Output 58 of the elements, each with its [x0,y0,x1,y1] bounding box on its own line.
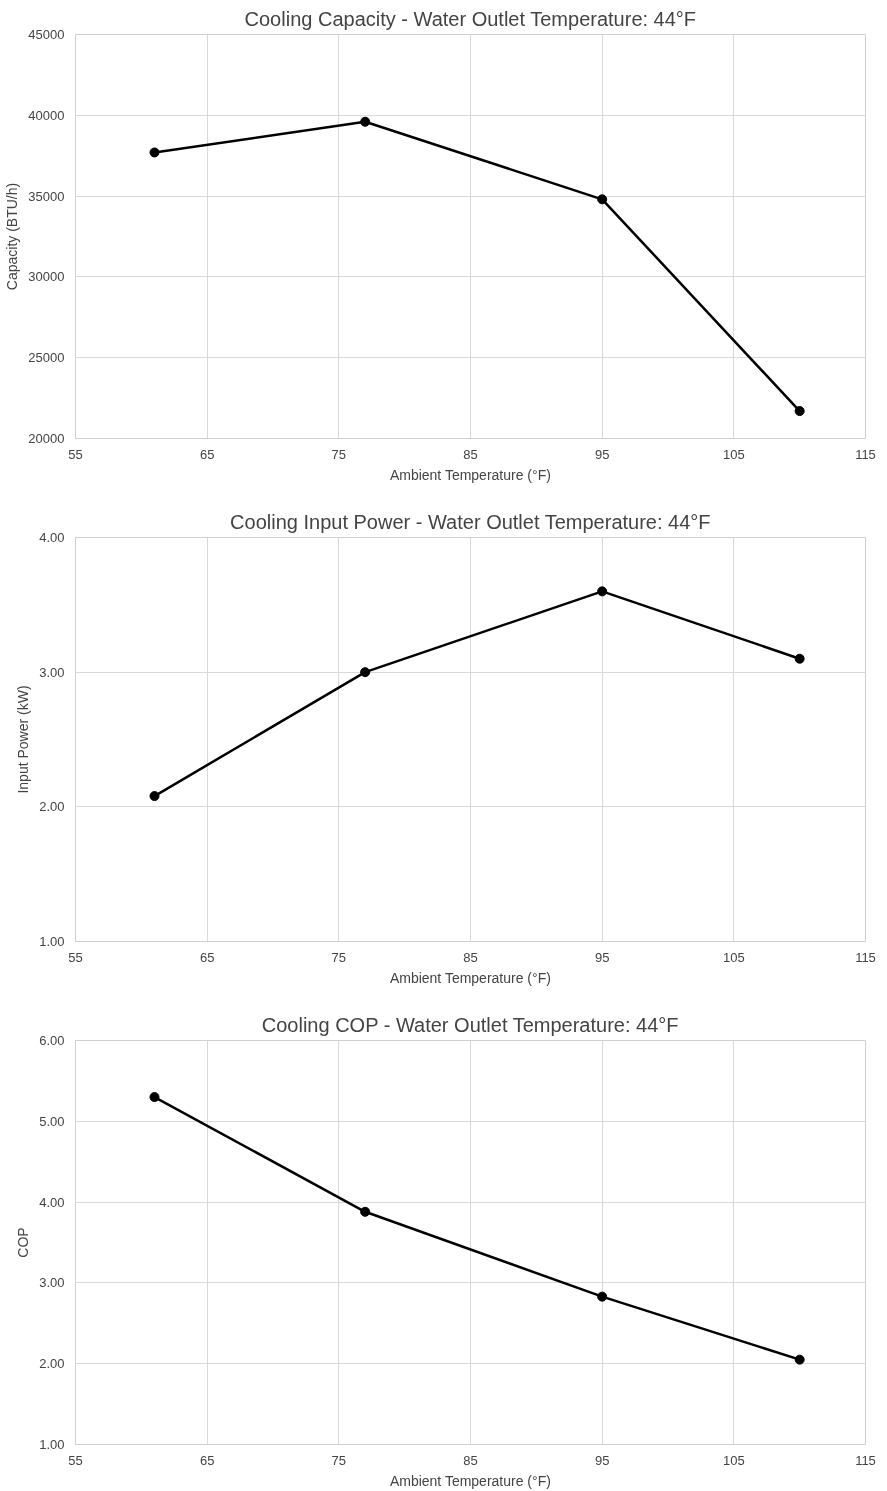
point [149,1092,160,1103]
x-tick-label: 85 [463,949,478,965]
x-axis-title: Ambient Temperature (°F) [389,466,551,483]
y-tick-label: 1.00 [39,934,65,949]
point [794,1354,805,1365]
x-tick-label: 105 [722,446,745,462]
x-tick-label: 105 [722,1452,745,1468]
y-tick-label: 4.00 [39,1194,65,1210]
y-tick-label: 1.00 [39,1437,65,1452]
x-tick-label: 75 [331,949,347,965]
y-tick-label: 25000 [28,350,65,366]
x-tick-label: 75 [331,1452,347,1468]
chart-title: Cooling COP - Water Outlet Temperature: 44°F [261,1013,679,1036]
x-tick-label: 55 [68,1452,83,1468]
point [149,791,160,802]
x-tick-label: 85 [463,1452,478,1468]
y-tick-label: 35000 [28,188,65,204]
point [360,116,371,127]
point [794,653,805,664]
y-tick-label: 30000 [28,269,65,285]
point [794,406,805,417]
point [360,667,371,678]
y-axis-title: COP [15,1227,32,1258]
x-tick-label: 65 [199,1452,215,1468]
y-tick-label: 45000 [28,27,65,42]
y-tick-label: 3.00 [39,664,65,680]
y-tick-label: 5.00 [39,1113,65,1129]
point [149,147,160,158]
y-tick-label: 6.00 [39,1033,65,1048]
x-tick-label: 65 [199,446,215,462]
x-tick-label: 55 [68,949,83,965]
x-tick-label: 115 [855,446,876,462]
x-axis-title: Ambient Temperature (°F) [389,969,551,986]
y-tick-label: 2.00 [39,1356,65,1372]
point [597,194,608,205]
y-axis-title: Input Power (kW) [15,685,32,794]
y-tick-label: 3.00 [39,1275,65,1291]
x-tick-label: 55 [68,446,83,462]
x-tick-label: 95 [594,1452,610,1468]
point [597,1291,608,1302]
x-tick-label: 95 [594,446,610,462]
y-axis-title: Capacity (BTU/h) [4,182,21,291]
chart-title: Cooling Input Power - Water Outlet Temperature: 44°F [230,510,711,533]
point [597,586,608,597]
y-tick-label: 40000 [28,107,65,123]
y-tick-label: 4.00 [39,530,65,545]
x-axis-title: Ambient Temperature (°F) [389,1472,551,1489]
x-tick-label: 65 [199,949,215,965]
x-tick-label: 115 [855,1452,876,1468]
y-tick-label: 20000 [28,431,65,446]
point [360,1206,371,1217]
x-tick-label: 75 [331,446,347,462]
y-tick-label: 2.00 [39,799,65,815]
chart-title: Cooling Capacity - Water Outlet Temperature: 44°F [244,7,697,30]
x-tick-label: 85 [463,446,478,462]
x-tick-label: 105 [722,949,745,965]
x-tick-label: 95 [594,949,610,965]
x-tick-label: 115 [855,949,876,965]
